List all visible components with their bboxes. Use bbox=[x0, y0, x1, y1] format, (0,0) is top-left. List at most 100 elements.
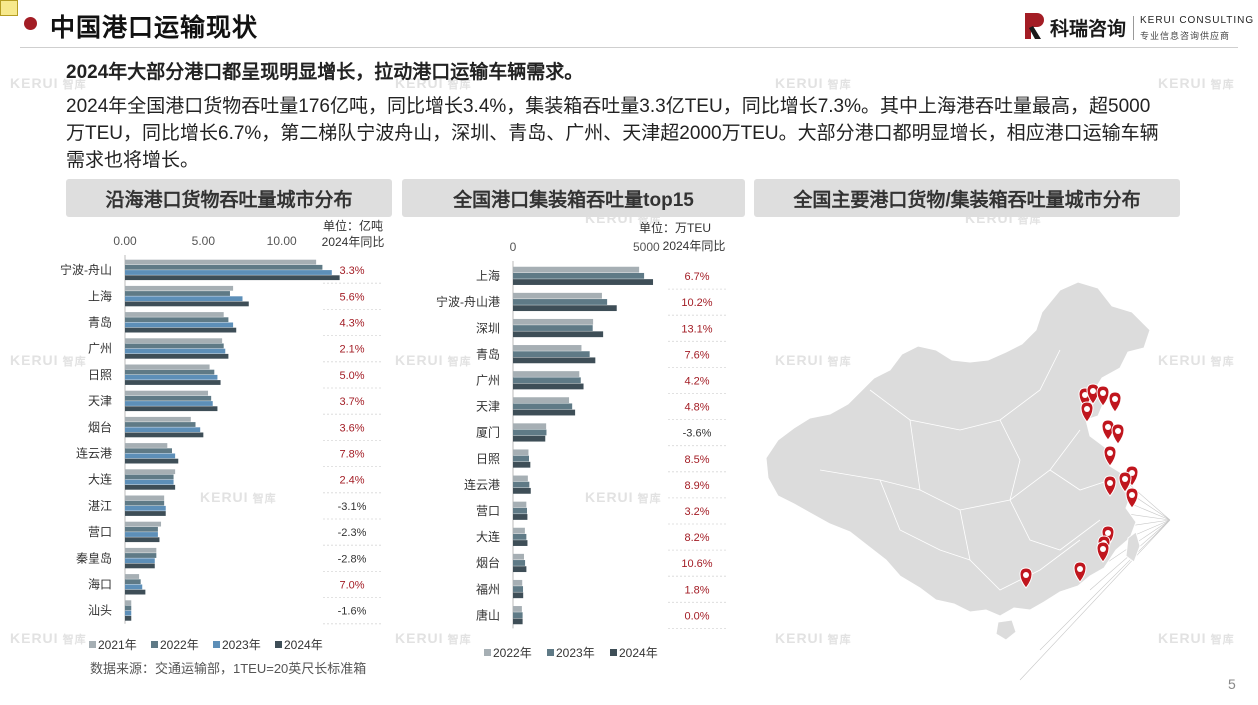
bar-2022年 bbox=[125, 317, 229, 323]
watermark-en: KERUI bbox=[10, 352, 59, 368]
bar-2023年 bbox=[513, 325, 593, 331]
legend-swatch bbox=[275, 641, 282, 648]
legend-swatch bbox=[151, 641, 158, 648]
bar-2024年 bbox=[125, 563, 155, 569]
port-pin-icon bbox=[1118, 471, 1132, 493]
port-pin-icon bbox=[1096, 385, 1110, 407]
bar-2022年 bbox=[513, 345, 582, 351]
bar-2021年 bbox=[125, 285, 234, 291]
category-label: 大连 bbox=[88, 472, 112, 487]
category-label: 秦皇岛 bbox=[76, 550, 112, 565]
bar-2023年 bbox=[125, 270, 332, 275]
watermark-en: KERUI bbox=[585, 489, 634, 505]
pin-center bbox=[1107, 450, 1113, 456]
bar-2023年 bbox=[125, 296, 243, 302]
logo-text-en: KERUI CONSULTING bbox=[1140, 15, 1255, 26]
category-label: 上海 bbox=[88, 288, 112, 303]
port-pin-icon bbox=[1125, 487, 1139, 509]
yoy-value: 3.3% bbox=[339, 265, 364, 277]
port-pin-icon bbox=[1080, 401, 1094, 423]
legend-swatch bbox=[213, 641, 220, 648]
legend-label: 2023年 bbox=[222, 638, 261, 652]
unit-label: 单位：万TEU bbox=[639, 220, 711, 235]
watermark-en: KERUI bbox=[775, 352, 824, 368]
category-label: 上海 bbox=[476, 268, 500, 283]
bar-2022年 bbox=[513, 397, 570, 404]
title-bullet bbox=[24, 17, 37, 30]
bar-2021年 bbox=[125, 443, 168, 448]
yoy-value: 8.2% bbox=[684, 532, 709, 544]
category-label: 日照 bbox=[88, 368, 112, 382]
bar-2024年 bbox=[125, 327, 237, 333]
bar-2024年 bbox=[513, 279, 654, 285]
bar-2021年 bbox=[125, 600, 132, 606]
yoy-value: 10.2% bbox=[681, 297, 712, 309]
headline: 2024年大部分港口都呈现明显增长，拉动港口运输车辆需求。 bbox=[66, 62, 584, 83]
bar-2024年 bbox=[125, 353, 229, 359]
bar-2023年 bbox=[513, 403, 573, 410]
pin-center bbox=[1077, 566, 1083, 572]
category-label: 连云港 bbox=[76, 446, 112, 461]
yoy-value: 10.6% bbox=[681, 558, 712, 570]
pin-center bbox=[1105, 530, 1111, 536]
bar-2024年 bbox=[513, 540, 528, 546]
bar-2024年 bbox=[513, 618, 523, 625]
bar-2023年 bbox=[513, 455, 529, 462]
bar-2023年 bbox=[513, 481, 530, 488]
bar-2023年 bbox=[513, 272, 645, 279]
port-pin-icon bbox=[1073, 561, 1087, 583]
bar-2022年 bbox=[513, 606, 522, 612]
bar-2024年 bbox=[513, 409, 576, 416]
watermark-cn: 智库 bbox=[823, 79, 852, 91]
watermark-cn: 智库 bbox=[58, 356, 87, 368]
watermark-en: KERUI bbox=[200, 489, 249, 505]
bar-2021年 bbox=[125, 364, 210, 370]
bar-2024年 bbox=[125, 537, 160, 543]
watermark-cn: 智库 bbox=[443, 634, 472, 646]
bar-2023年 bbox=[125, 505, 166, 511]
bar-2024年 bbox=[125, 432, 204, 438]
bar-2022年 bbox=[513, 292, 602, 299]
bar-2022年 bbox=[125, 553, 157, 558]
yoy-value: 4.2% bbox=[684, 375, 709, 387]
bar-2023年 bbox=[125, 453, 176, 459]
yoy-header: 2024年同比 bbox=[663, 239, 726, 253]
bar-2023年 bbox=[125, 558, 155, 564]
watermark-1: KERUI 智库 bbox=[395, 75, 472, 92]
bar-2022年 bbox=[125, 422, 196, 427]
watermark-en: KERUI bbox=[1158, 352, 1207, 368]
bar-2022年 bbox=[125, 369, 215, 375]
bar-2024年 bbox=[513, 566, 527, 573]
china-mainland-shape bbox=[765, 281, 1151, 617]
bar-2022年 bbox=[513, 579, 523, 586]
pin-center bbox=[1107, 480, 1113, 486]
bar-2021年 bbox=[125, 259, 317, 265]
bar-2023年 bbox=[513, 612, 523, 619]
bar-2024年 bbox=[125, 406, 218, 412]
pin-center bbox=[1082, 392, 1088, 398]
yoy-value: 8.5% bbox=[684, 454, 709, 466]
bar-2022年 bbox=[513, 553, 524, 560]
category-label: 深圳 bbox=[476, 321, 500, 335]
bar-2022年 bbox=[125, 395, 212, 401]
watermark-cn: 智库 bbox=[1206, 79, 1235, 91]
china-ports-map bbox=[765, 281, 1171, 681]
pin-center bbox=[1100, 390, 1106, 396]
bar-2022年 bbox=[125, 605, 132, 611]
bar-2023年 bbox=[125, 479, 174, 485]
watermark-cn: 智库 bbox=[1206, 634, 1235, 646]
bar-2024年 bbox=[513, 435, 546, 442]
category-label: 湛江 bbox=[88, 499, 112, 513]
bar-2022年 bbox=[125, 579, 141, 585]
yoy-value: 2.1% bbox=[339, 344, 364, 356]
bar-2022年 bbox=[125, 474, 174, 480]
bar-2021年 bbox=[125, 469, 176, 475]
x-tick-label: 5.00 bbox=[192, 234, 216, 248]
bar-2023年 bbox=[513, 533, 527, 540]
watermark-cn: 智库 bbox=[823, 634, 852, 646]
bar-2023年 bbox=[125, 322, 234, 328]
bar-2023年 bbox=[513, 560, 526, 566]
bar-2021年 bbox=[125, 390, 209, 396]
yoy-value: 4.3% bbox=[339, 318, 364, 330]
watermark-11: KERUI 智库 bbox=[10, 630, 87, 647]
